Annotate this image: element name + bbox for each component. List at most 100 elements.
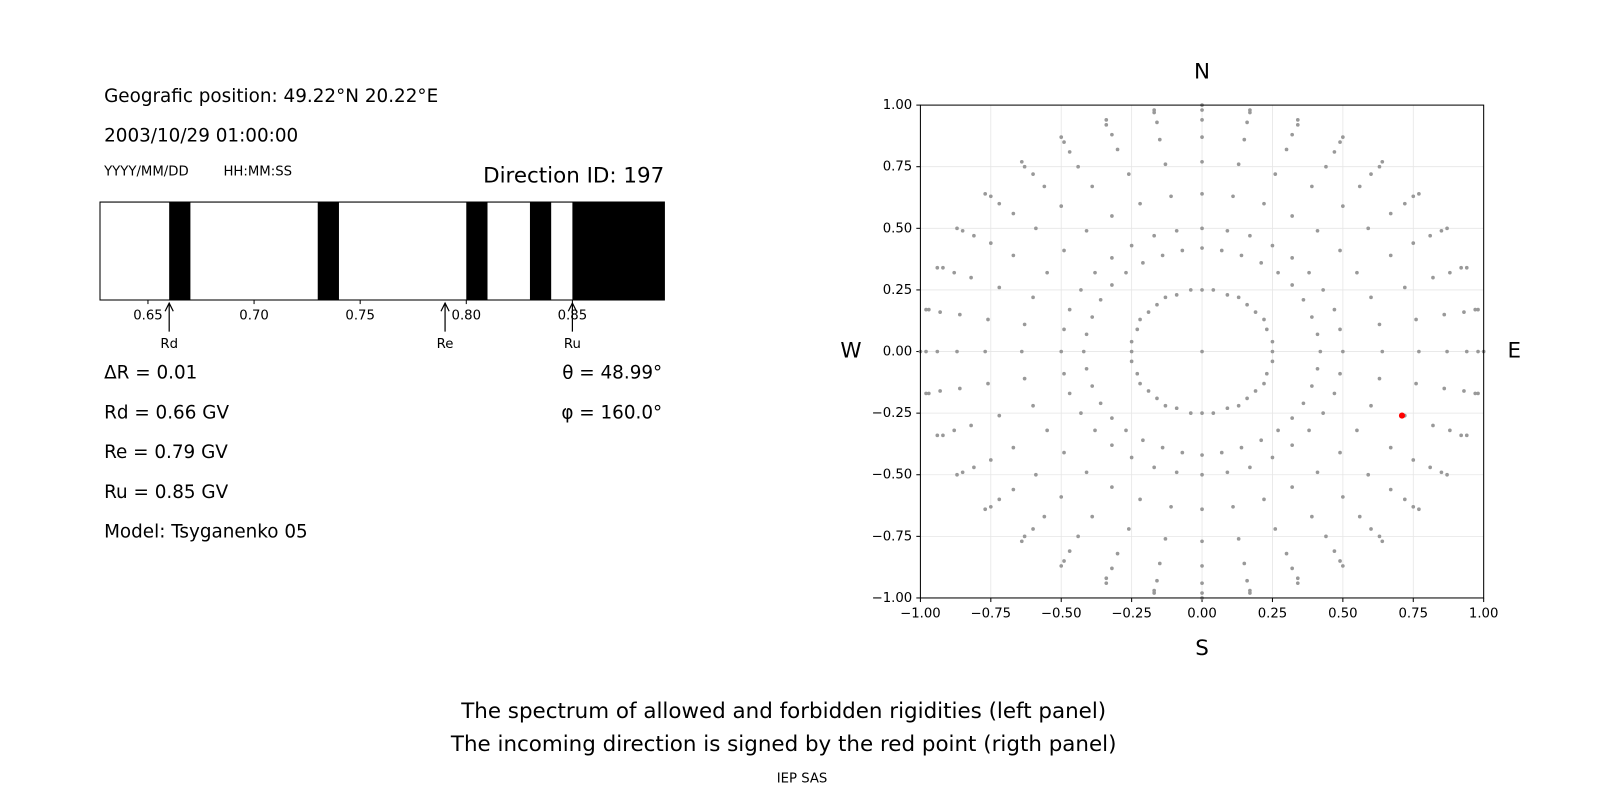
grid-point [1431,423,1435,428]
grid-point [997,201,1002,206]
grid-point [1059,495,1064,499]
grid-point [1439,470,1444,475]
grid-point [1062,371,1066,376]
marker-label: Re [437,337,454,352]
grid-point [924,391,928,396]
grid-point [1225,470,1230,475]
grid-point [1174,228,1179,233]
grid-point [1341,135,1345,139]
grid-point [1200,507,1204,512]
grid-point [1138,201,1142,206]
grid-point [1315,332,1320,337]
grid-point [1079,288,1083,292]
marker-label: Ru [564,337,581,352]
grid-point [1431,275,1435,280]
spectrum-frame [99,201,665,301]
grid-point [1084,228,1089,233]
grid-point [988,194,993,199]
x-tick-label: 0.50 [1328,606,1358,621]
grid-point [1219,248,1224,253]
grid-point [935,349,940,354]
grid-point [969,275,973,280]
x-tick-label: 0.75 [345,308,375,323]
grid-point [1081,349,1086,354]
grid-point [1138,317,1142,322]
grid-point [1369,527,1373,531]
arrow-head [164,301,174,312]
grid-point [1126,172,1131,176]
grid-point [1321,288,1325,292]
grid-point [1245,578,1249,583]
grid-point [1464,433,1469,438]
grid-point [983,507,988,512]
grid-point [1464,349,1469,354]
grid-point [1169,504,1173,509]
grid-point [983,191,988,196]
grid-point [1377,534,1382,539]
grid-point [1236,295,1241,300]
grid-point [1236,403,1241,408]
grid-point [1174,470,1179,475]
grid-point [1129,339,1134,344]
grid-point [1045,270,1049,275]
grid-point [1295,122,1300,127]
grid-point [938,310,942,314]
grid-point [1442,386,1447,391]
grid-point [1022,322,1027,327]
grid-point [1270,339,1275,344]
grid-point [1284,147,1289,152]
grid-point [1411,241,1416,245]
grid-point [1459,265,1463,270]
grid-point [1163,162,1168,167]
x-tick-label: −0.75 [971,606,1012,621]
datetime: 2003/10/29 01:00:00 [104,126,298,147]
grid-point [1231,504,1235,509]
y-tick-label: 0.50 [883,221,913,236]
arrow-head [440,301,450,312]
grid-point [1062,327,1066,332]
grid-point [1180,450,1185,455]
grid-point [1402,201,1407,206]
grid-point [1388,487,1393,492]
grid-point [1059,204,1064,208]
grid-point [1200,472,1204,477]
grid-point [1200,246,1204,250]
grid-point [1200,411,1204,415]
grid-point [1448,428,1452,433]
grid-point [1301,297,1306,302]
grid-point [1067,307,1072,312]
grid-point [1155,578,1159,583]
forbidden-band [169,202,191,300]
grid-point [1270,243,1275,248]
grid-point [1341,564,1345,568]
grid-point [1295,581,1300,586]
forbidden-band [466,202,488,300]
grid-point [1225,293,1230,297]
grid-point [1259,438,1264,443]
grid-point [924,307,928,312]
grid-point [1417,191,1421,196]
grid-point [1093,428,1097,433]
y-tick-label: −0.50 [872,468,913,483]
grid-point [1276,270,1280,275]
grid-point [1355,270,1359,275]
date-format: YYYY/MM/DD [103,164,189,179]
grid-point [1160,445,1165,450]
grid-point [969,423,973,428]
grid-point [1188,411,1193,415]
grid-point [1310,184,1314,189]
grid-point [1290,283,1294,287]
grid-point [1157,561,1162,566]
grid-point [1324,164,1328,169]
grid-point [1242,561,1247,566]
grid-point [1338,248,1342,253]
grid-point [1163,295,1168,300]
grid-point [958,386,962,391]
grid-point [972,465,976,470]
grid-point [927,391,931,396]
grid-point [1445,226,1449,231]
grid-point [1476,391,1480,396]
forbidden-band [572,202,665,300]
